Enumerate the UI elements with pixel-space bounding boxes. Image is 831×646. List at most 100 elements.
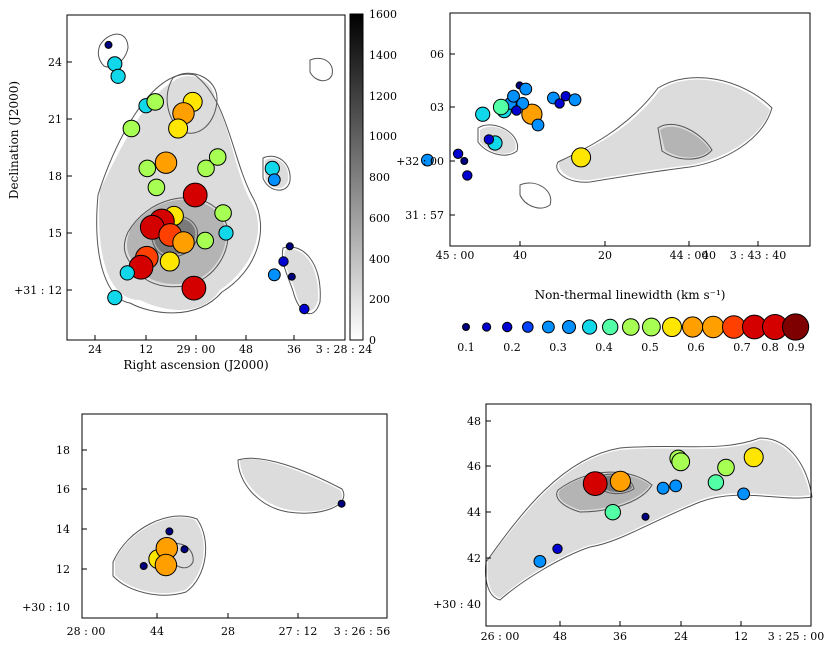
y-ticks: 06 03 +32 : 00 31 : 57: [396, 48, 444, 222]
core-marker: [154, 151, 178, 174]
y-tick-label: 21: [48, 113, 62, 126]
core-marker: [492, 98, 510, 116]
cores-bottom-left: [139, 499, 346, 577]
panel-top-right: 45 : 00 40 20 44 : 00 40 3 : 43 : 40 06 …: [396, 12, 811, 262]
core-marker: [122, 119, 141, 138]
core-marker: [609, 470, 632, 492]
y-tick-label: 31 : 57: [405, 209, 444, 222]
core-marker: [168, 118, 189, 139]
x-tick-label: 40: [702, 249, 716, 262]
colorbar-tick-label: 800: [369, 171, 390, 184]
x-tick-label: 40: [513, 249, 527, 262]
y-axis-label: Declination (J2000): [7, 81, 21, 199]
core-marker: [737, 487, 750, 501]
core-marker: [452, 148, 464, 160]
legend-marker: [502, 321, 513, 333]
panel-bottom-right: 26 : 00 48 36 24 12 3 : 25 : 00 48 46 44…: [433, 403, 825, 643]
x-tick-label: 36: [287, 343, 301, 356]
legend-marker: [542, 320, 555, 334]
legend-tick-label: 0.8: [761, 341, 779, 354]
y-tick-label: +30 : 10: [22, 601, 70, 614]
x-ticks: 24 12 29 : 00 48 36 3 : 28 : 24: [88, 343, 372, 356]
core-marker: [180, 545, 189, 554]
x-tick-label: 48: [239, 343, 253, 356]
y-tick-label: 18: [48, 170, 62, 183]
x-tick-label: 24: [674, 630, 688, 643]
y-tick-label: 06: [430, 48, 444, 61]
legend-marker: [522, 321, 534, 333]
legend-tick-label: 0.5: [641, 341, 659, 354]
colorbar-tick-label: 1000: [369, 130, 397, 143]
x-ticks: 28 : 00 44 28 27 : 12 3 : 26 : 56: [67, 625, 391, 638]
x-ticks: 26 : 00 48 36 24 12 3 : 25 : 00: [481, 630, 825, 643]
core-marker: [460, 157, 469, 165]
core-marker: [669, 479, 683, 493]
cores-top-left: [104, 40, 310, 315]
plot-frame: [485, 403, 812, 627]
y-tick-label: 46: [467, 460, 481, 473]
plot-frame: [66, 14, 346, 341]
core-marker: [671, 452, 691, 472]
x-tick-label: 27 : 12: [279, 625, 318, 638]
y-tick-label: +30 : 40: [433, 598, 481, 611]
tick-marks: [486, 420, 742, 626]
x-tick-label: 3 : 43 : 40: [730, 249, 786, 262]
colorbar-tick-label: 1200: [369, 90, 397, 103]
panel-top-left: 24 12 29 : 00 48 36 3 : 28 : 24 24 21 18…: [7, 14, 372, 372]
y-tick-label: 03: [430, 101, 444, 114]
core-marker: [519, 82, 533, 96]
core-marker: [516, 97, 530, 110]
core-marker: [462, 170, 473, 181]
y-tick-label: 12: [56, 563, 70, 576]
core-marker: [483, 134, 495, 145]
legend-marker: [722, 315, 746, 339]
core-marker: [172, 231, 195, 254]
core-marker: [507, 89, 520, 103]
y-tick-label: 42: [467, 552, 481, 565]
core-marker: [104, 40, 113, 49]
legend-marker: [482, 322, 492, 332]
core-marker: [554, 98, 565, 109]
x-tick-label: 44 : 00: [670, 249, 709, 262]
core-marker: [218, 225, 234, 241]
core-marker: [264, 160, 280, 176]
core-marker: [582, 471, 608, 497]
colorbar-tick-label: 1400: [369, 49, 397, 62]
core-marker: [511, 105, 522, 116]
core-marker: [147, 178, 166, 197]
core-marker: [337, 499, 346, 508]
x-axis-label: Right ascension (J2000): [123, 358, 268, 372]
x-tick-label: 3 : 28 : 24: [316, 343, 372, 356]
core-marker: [182, 182, 208, 208]
core-marker: [743, 447, 764, 468]
legend-marker: [622, 318, 640, 336]
core-marker: [110, 68, 126, 84]
core-marker: [214, 204, 232, 222]
core-marker: [267, 268, 281, 282]
legend-tick-label: 0.2: [503, 341, 521, 354]
tick-marks: [67, 61, 295, 340]
core-marker: [568, 93, 582, 107]
y-tick-label: 14: [56, 523, 70, 536]
y-tick-label: 44: [467, 506, 481, 519]
legend-marker: [642, 317, 661, 337]
x-tick-label: 45 : 00: [436, 249, 475, 262]
core-marker: [165, 527, 174, 536]
y-tick-label: 48: [467, 415, 481, 428]
x-tick-label: 12: [734, 630, 748, 643]
colorbar-gradient: [349, 13, 364, 341]
colorbar-tick-label: 600: [369, 212, 390, 225]
core-marker: [285, 242, 294, 251]
y-tick-label: 15: [48, 227, 62, 240]
legend-circles: [462, 313, 810, 341]
plot-frame: [81, 413, 388, 619]
core-marker: [107, 290, 123, 306]
legend-marker: [562, 320, 576, 334]
contours: [477, 77, 773, 209]
x-tick-label: 3 : 26 : 56: [334, 625, 390, 638]
x-tick-label: 28 : 00: [67, 625, 106, 638]
panel-bottom-left: 28 : 00 44 28 27 : 12 3 : 26 : 56 18 16 …: [22, 413, 391, 638]
tick-marks: [450, 53, 759, 246]
colorbar-tick-label: 400: [369, 253, 390, 266]
